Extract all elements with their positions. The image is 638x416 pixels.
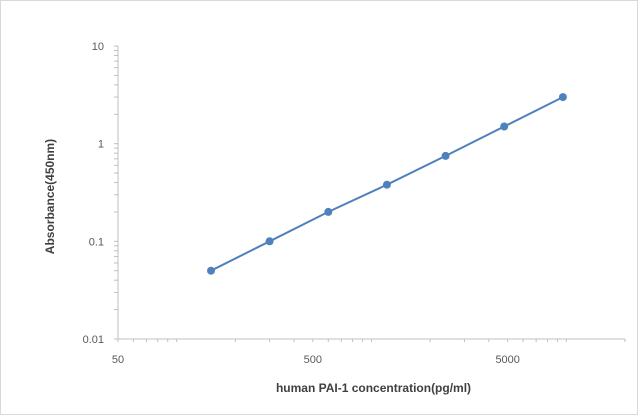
x-axis-title: human PAI-1 concentration(pg/ml) xyxy=(276,381,471,395)
plot-series xyxy=(207,93,567,275)
y-tick-label: 0.1 xyxy=(89,236,104,248)
minor-ticks xyxy=(114,45,626,342)
y-tick-label: 0.01 xyxy=(83,334,104,346)
x-tick-label: 500 xyxy=(304,354,322,366)
data-point xyxy=(324,207,333,216)
x-tick-labels: 50 500 5000 xyxy=(112,354,520,366)
x-tick-label: 5000 xyxy=(495,354,519,366)
x-tick-label: 50 xyxy=(112,354,124,366)
data-point xyxy=(500,122,509,131)
data-point xyxy=(558,93,567,102)
data-point xyxy=(207,266,215,275)
y-tick-label: 1 xyxy=(98,139,104,151)
y-axis-title: Absorbance(450nm) xyxy=(43,139,57,254)
y-tick-label: 10 xyxy=(92,41,104,53)
data-point xyxy=(441,151,450,160)
data-point xyxy=(265,237,274,246)
data-point xyxy=(382,180,391,189)
y-tick-labels: 10 1 0.1 0.01 xyxy=(83,41,104,346)
